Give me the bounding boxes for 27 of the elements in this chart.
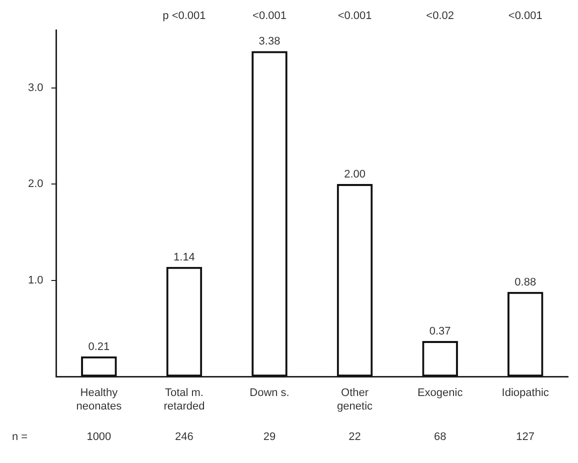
- text: 29: [263, 431, 276, 444]
- y-tick-label: 3.0: [28, 82, 44, 94]
- text: <0.001: [252, 10, 286, 22]
- text: 1000: [86, 431, 112, 444]
- y-tick-label: 2.0: [28, 178, 44, 190]
- text: 68: [434, 431, 446, 444]
- text: 246: [175, 431, 194, 444]
- data-label: 2.00: [344, 168, 366, 181]
- y-tick-label: 1.0: [28, 274, 44, 286]
- text: <0.02: [426, 10, 454, 22]
- text: 22: [348, 431, 361, 444]
- x-tick-label: Idiopathic: [502, 387, 550, 400]
- text: 127: [516, 431, 535, 444]
- data-label: 0.37: [429, 326, 451, 338]
- data-label: 1.14: [174, 251, 195, 264]
- x-tick-label: Down s.: [250, 387, 290, 400]
- x-tick-label: Total m. retarded: [164, 387, 205, 412]
- x-tick-label: Healthy neonates: [76, 387, 122, 412]
- text: p <0.001: [162, 10, 206, 22]
- x-tick-label: Other genetic: [337, 387, 374, 412]
- data-label: 0.88: [514, 276, 536, 288]
- data-label: 3.38: [258, 36, 280, 48]
- text: n =: [12, 431, 28, 444]
- data-label: 0.21: [88, 340, 110, 353]
- x-tick-label: Exogenic: [417, 387, 464, 400]
- text: <0.001: [338, 10, 372, 22]
- text: <0.001: [508, 10, 542, 22]
